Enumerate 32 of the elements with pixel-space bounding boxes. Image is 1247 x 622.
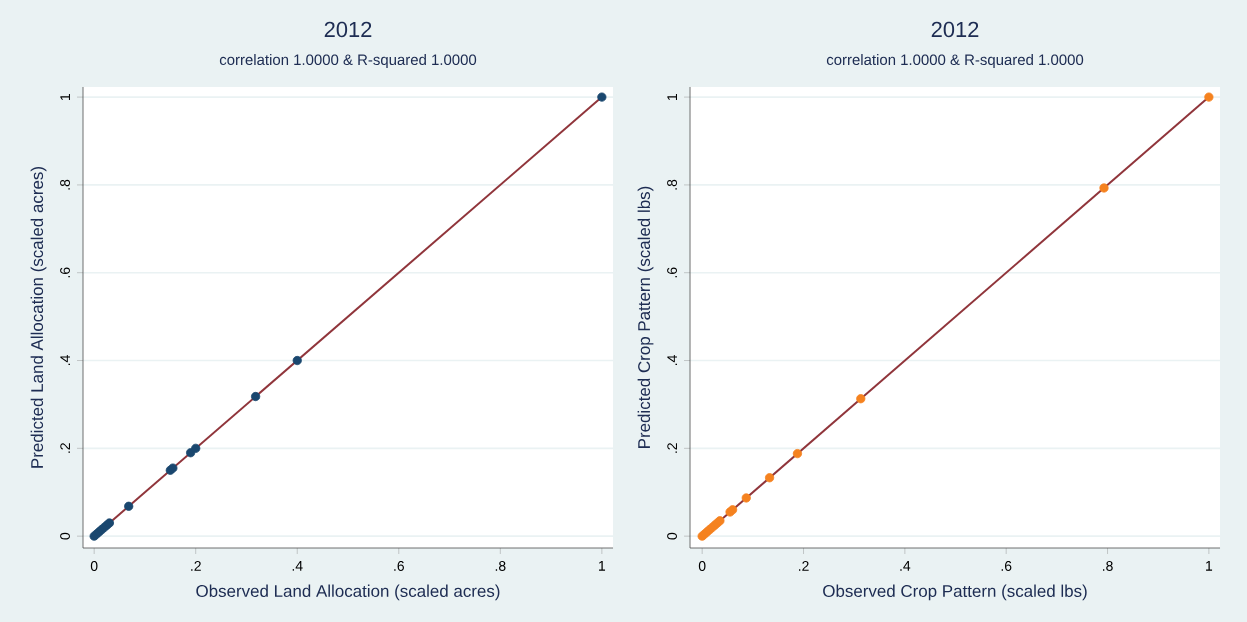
- y-tick-label: .2: [667, 443, 677, 453]
- x-tick-label: .8: [1103, 561, 1113, 571]
- x-tick-label: 0: [698, 561, 706, 571]
- x-axis-title: Observed Crop Pattern (scaled lbs): [823, 584, 1087, 601]
- chart-title: 2012: [931, 21, 979, 38]
- y-tick-label: 0: [667, 532, 677, 540]
- x-tick-label: .4: [292, 561, 303, 571]
- y-axis-title: Predicted Land Allocation (scaled acres): [30, 167, 47, 468]
- y-tick-label: 1: [667, 93, 677, 100]
- y-tick-label: .4: [667, 355, 677, 366]
- x-tick-label: 1: [599, 561, 606, 571]
- y-tick-label: .6: [60, 267, 70, 278]
- y-tick-label: 0: [60, 532, 70, 540]
- y-tick-label: .8: [667, 179, 677, 190]
- y-tick-label: .6: [667, 267, 677, 278]
- x-tick-label: 1: [1206, 561, 1213, 571]
- x-tick-label: .8: [495, 561, 506, 571]
- y-tick-label: .2: [60, 443, 70, 453]
- chart-title: 2012: [324, 21, 372, 38]
- y-tick-label: .4: [60, 355, 70, 366]
- x-tick-label: .6: [394, 561, 404, 571]
- chart-subtitle: correlation 1.0000 & R-squared 1.0000: [826, 54, 1084, 68]
- y-axis-title: Predicted Crop Pattern (scaled lbs): [637, 186, 654, 448]
- y-tick-label: 1: [60, 93, 70, 100]
- chart-subtitle: correlation 1.0000 & R-squared 1.0000: [219, 54, 477, 68]
- x-tick-label: 0: [90, 561, 98, 571]
- x-tick-label: .6: [1001, 561, 1012, 571]
- x-tick-label: .4: [900, 561, 911, 571]
- x-tick-label: .2: [191, 561, 201, 571]
- x-axis-title: Observed Land Allocation (scaled acres): [196, 584, 500, 601]
- y-tick-label: .8: [60, 179, 70, 190]
- x-tick-label: .2: [798, 561, 809, 571]
